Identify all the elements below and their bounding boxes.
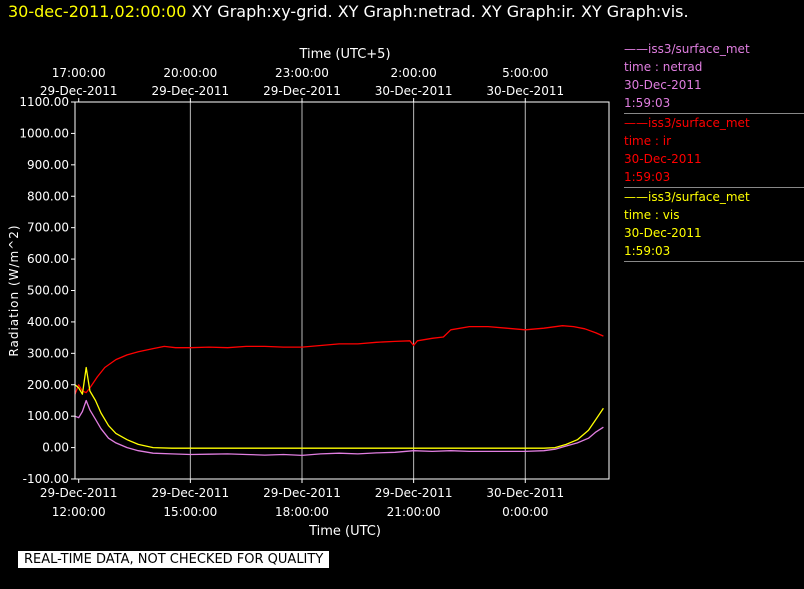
y-tick-label: 500.00 (27, 284, 69, 298)
y-tick-label: 0.00 (42, 441, 69, 455)
y-tick-label: 900.00 (27, 158, 69, 172)
x-tick-date: 29-Dec-2011 (375, 486, 453, 500)
legend-date: 30-Dec-2011 (624, 152, 702, 166)
x2-tick-date: 29-Dec-2011 (152, 84, 230, 98)
x-tick-time: 18:00:00 (275, 505, 329, 519)
legend-variable: time : netrad (624, 60, 703, 74)
series-line-netrad (74, 399, 604, 457)
y-tick-label: 700.00 (27, 221, 69, 235)
legend-date: 30-Dec-2011 (624, 78, 702, 92)
x-tick-time: 15:00:00 (163, 505, 217, 519)
y-tick-label: -100.00 (23, 472, 69, 486)
header-timestamp: 30-dec-2011,02:00:00 (8, 2, 187, 21)
x-tick-date: 29-Dec-2011 (40, 486, 118, 500)
axis-layer: -100.00 0.00 100.00 200.00 300.00 400.00 500.0… (19, 66, 564, 519)
x2-tick-date: 29-Dec-2011 (40, 84, 118, 98)
legend-time: 1:59:03 (624, 170, 671, 184)
x-tick-time: 12:00:00 (52, 505, 106, 519)
quality-notice: REAL-TIME DATA, NOT CHECKED FOR QUALITY (18, 551, 330, 568)
graph-header: 30-dec-2011,02:00:00 XY Graph:xy-grid. X… (8, 2, 689, 21)
x2-axis-title: Time (UTC+5) (298, 47, 390, 62)
x2-tick-time: 17:00:00 (52, 66, 106, 80)
x2-tick-date: 30-Dec-2011 (486, 84, 564, 98)
x2-tick-date: 29-Dec-2011 (263, 84, 341, 98)
x-tick-time: 0:00:00 (502, 505, 548, 519)
x-tick-date: 29-Dec-2011 (263, 486, 341, 500)
series-line-ir (74, 325, 604, 395)
x-axis-title: Time (UTC) (308, 524, 381, 539)
legend: ——iss3/surface_met time : netrad 30-Dec-… (624, 40, 804, 262)
legend-entry-netrad: ——iss3/surface_met time : netrad 30-Dec-… (624, 40, 804, 114)
header-graph-list: XY Graph:xy-grid. XY Graph:netrad. XY Gr… (191, 2, 689, 21)
x-tick-time: 21:00:00 (387, 505, 441, 519)
series-layer (74, 325, 604, 457)
legend-entry-ir: ——iss3/surface_met time : ir 30-Dec-2011… (624, 114, 804, 188)
x2-tick-date: 30-Dec-2011 (375, 84, 453, 98)
plot-frame (74, 101, 610, 480)
y-axis-title: Radiation (W/m^2) (7, 224, 21, 356)
series-line-vis (74, 366, 604, 449)
legend-time: 1:59:03 (624, 96, 671, 110)
y-tick-label: 800.00 (27, 189, 69, 203)
x2-tick-time: 2:00:00 (391, 66, 437, 80)
x2-tick-time: 5:00:00 (502, 66, 548, 80)
legend-entry-vis: ——iss3/surface_met time : vis 30-Dec-201… (624, 188, 804, 262)
legend-source: ——iss3/surface_met (624, 42, 750, 56)
x2-tick-time: 20:00:00 (163, 66, 217, 80)
legend-source: ——iss3/surface_met (624, 116, 750, 130)
y-tick-label: 400.00 (27, 315, 69, 329)
x2-tick-time: 23:00:00 (275, 66, 329, 80)
grid-layer (189, 102, 526, 479)
y-tick-label: 600.00 (27, 252, 69, 266)
legend-time: 1:59:03 (624, 244, 671, 258)
y-tick-label: 100.00 (27, 409, 69, 423)
legend-source: ——iss3/surface_met (624, 190, 750, 204)
y-tick-label: 1100.00 (19, 95, 69, 109)
x-tick-date: 29-Dec-2011 (152, 486, 230, 500)
y-tick-label: 200.00 (27, 378, 69, 392)
y-tick-label: 1000.00 (19, 126, 69, 140)
legend-variable: time : ir (624, 134, 672, 148)
legend-variable: time : vis (624, 208, 680, 222)
legend-date: 30-Dec-2011 (624, 226, 702, 240)
x-tick-date: 30-Dec-2011 (486, 486, 564, 500)
y-tick-label: 300.00 (27, 346, 69, 360)
